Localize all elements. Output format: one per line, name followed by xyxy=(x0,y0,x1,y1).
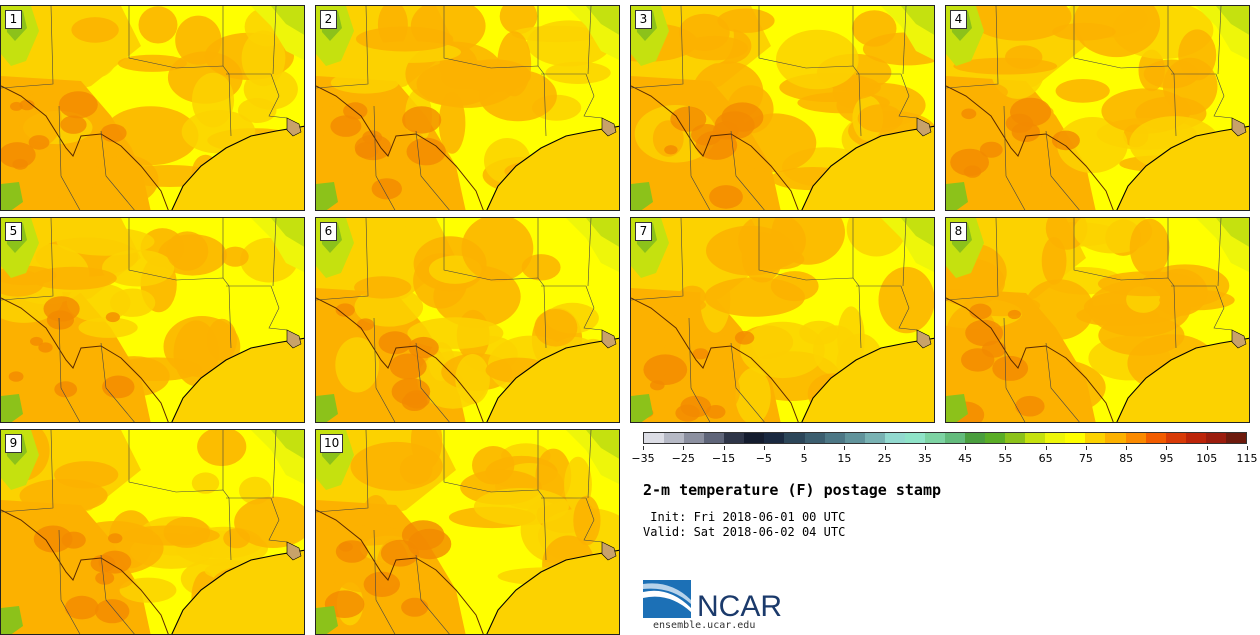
colorbar-bin xyxy=(1165,433,1186,443)
member-number-label: 1 xyxy=(5,10,22,29)
colorbar-tick xyxy=(1247,446,1248,450)
colorbar-tick-label: 115 xyxy=(1236,452,1258,465)
member-number-label: 10 xyxy=(320,434,344,453)
member-map-panel: 1 xyxy=(0,5,305,211)
colorbar-bin xyxy=(1125,433,1146,443)
colorbar-bin xyxy=(965,433,986,443)
colorbar-tick xyxy=(884,446,886,450)
colorbar-tick xyxy=(804,446,806,450)
member-map-panel: 10 xyxy=(315,429,620,635)
member-number-label: 4 xyxy=(950,10,967,29)
member-number-label: 3 xyxy=(635,10,652,29)
colorbar-tick-label: 25 xyxy=(877,452,892,465)
colorbar-bin xyxy=(1065,433,1086,443)
ncar-logo-text: NCAR xyxy=(697,590,782,620)
colorbar-bin xyxy=(1045,433,1066,443)
colorbar-bin xyxy=(804,433,825,443)
member-map-panel: 7 xyxy=(630,217,935,423)
member-number-label: 7 xyxy=(635,222,652,241)
member-number-label: 2 xyxy=(320,10,337,29)
member-number-label: 5 xyxy=(5,222,22,241)
figure-title: 2-m temperature (F) postage stamp xyxy=(643,481,942,499)
colorbar-bin xyxy=(704,433,725,443)
member-number-label: 9 xyxy=(5,434,22,453)
member-map-panel: 6 xyxy=(315,217,620,423)
colorbar-tick-label: 105 xyxy=(1196,452,1218,465)
colorbar-tick xyxy=(924,446,926,450)
member-map-panel: 4 xyxy=(945,5,1250,211)
colorbar-tick-label: 55 xyxy=(998,452,1013,465)
colorbar-ticks: −35 −25 −15 −5 5 15 25 35 45 55 65 75 85 95 105 115 xyxy=(631,446,1258,466)
colorbar-tick xyxy=(965,446,967,450)
member-number-label: 6 xyxy=(320,222,337,241)
member-map-panel: 2 xyxy=(315,5,620,211)
colorbar-bin xyxy=(1225,433,1246,443)
colorbar-tick-label: 35 xyxy=(917,452,932,465)
colorbar-bin xyxy=(944,433,965,443)
colorbar-bin xyxy=(684,433,705,443)
colorbar-tick xyxy=(643,446,644,450)
init-time: Init: Fri 2018-06-01 00 UTC xyxy=(643,510,846,524)
colorbar-tick xyxy=(723,446,725,450)
colorbar-bin xyxy=(764,433,785,443)
colorbar-tick xyxy=(763,446,765,450)
colorbar-bin xyxy=(644,433,665,443)
colorbar xyxy=(643,432,1247,444)
colorbar-tick xyxy=(1005,446,1007,450)
member-map-panel: 5 xyxy=(0,217,305,423)
colorbar-bin xyxy=(744,433,765,443)
valid-time: Valid: Sat 2018-06-02 04 UTC xyxy=(643,525,846,539)
colorbar-tick-label: 85 xyxy=(1119,452,1134,465)
colorbar-tick-label: 75 xyxy=(1078,452,1093,465)
colorbar-tick xyxy=(1085,446,1087,450)
member-map-panel: 9 xyxy=(0,429,305,635)
colorbar-bin xyxy=(784,433,805,443)
ncar-logo: NCAR xyxy=(643,578,793,623)
colorbar-tick-label: −25 xyxy=(671,452,695,465)
colorbar-tick-label: −5 xyxy=(755,452,772,465)
website-label: ensemble.ucar.edu xyxy=(653,620,756,631)
colorbar-tick xyxy=(844,446,846,450)
colorbar-bin xyxy=(1185,433,1206,443)
colorbar-tick xyxy=(1166,446,1168,450)
colorbar-bin xyxy=(924,433,945,443)
colorbar-tick-label: 65 xyxy=(1038,452,1053,465)
colorbar-tick-label: 45 xyxy=(958,452,973,465)
colorbar-tick-label: −35 xyxy=(631,452,655,465)
colorbar-tick xyxy=(1206,446,1208,450)
colorbar-bin xyxy=(864,433,885,443)
colorbar-bin xyxy=(664,433,685,443)
colorbar-bin xyxy=(844,433,865,443)
colorbar-tick-label: 5 xyxy=(800,452,808,465)
colorbar-bin xyxy=(1145,433,1166,443)
member-map-panel: 3 xyxy=(630,5,935,211)
colorbar-bin xyxy=(1025,433,1046,443)
colorbar-bin xyxy=(1085,433,1106,443)
colorbar-tick-label: 15 xyxy=(837,452,852,465)
colorbar-bin xyxy=(904,433,925,443)
colorbar-bin xyxy=(1105,433,1126,443)
colorbar-bin xyxy=(824,433,845,443)
member-map-panel: 8 xyxy=(945,217,1250,423)
colorbar-tick xyxy=(1045,446,1047,450)
colorbar-tick xyxy=(683,446,685,450)
colorbar-bin xyxy=(1005,433,1026,443)
colorbar-bin xyxy=(884,433,905,443)
colorbar-tick-label: −15 xyxy=(711,452,736,465)
colorbar-bin xyxy=(1205,433,1226,443)
colorbar-bin xyxy=(724,433,745,443)
colorbar-tick-label: 95 xyxy=(1159,452,1174,465)
member-number-label: 8 xyxy=(950,222,967,241)
colorbar-tick xyxy=(1126,446,1128,450)
colorbar-bin xyxy=(985,433,1006,443)
